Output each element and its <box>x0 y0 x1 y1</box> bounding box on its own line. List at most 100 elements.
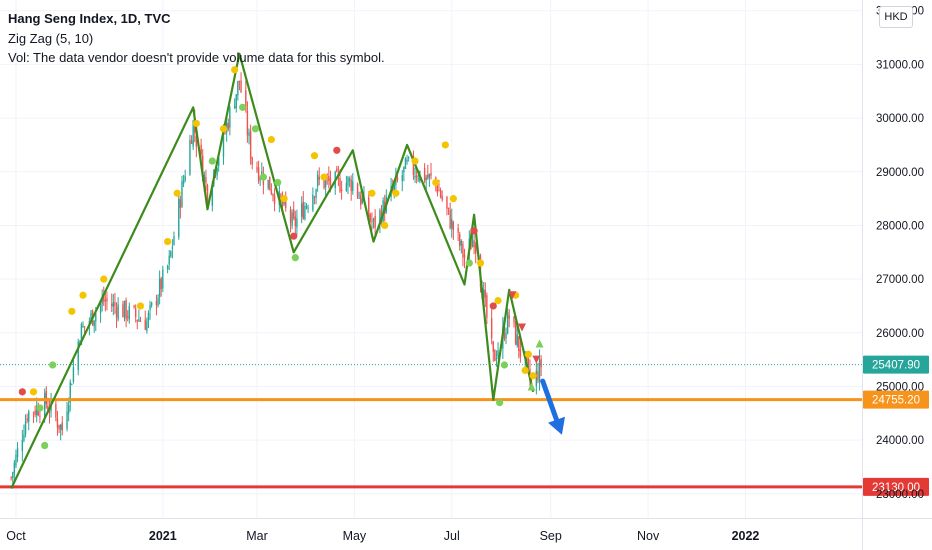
candle-body <box>446 196 448 209</box>
signal-dot-yellow <box>310 152 319 160</box>
price-axis[interactable]: 24755.2023130.0025407.9032000.0031000.00… <box>863 6 929 501</box>
candle-body <box>238 80 241 82</box>
signal-dot-yellow <box>68 307 76 315</box>
signal-triangle-down <box>508 291 517 300</box>
price-tick-label: 29000.00 <box>876 167 924 179</box>
candle-body <box>538 359 541 383</box>
horizontal-lines <box>0 364 862 489</box>
candle-body <box>291 212 293 226</box>
candle-body <box>272 194 274 197</box>
candle-body <box>503 325 506 339</box>
candle-body <box>516 334 518 347</box>
zigzag-line <box>10 52 535 489</box>
candle-body <box>246 111 249 136</box>
candle-body <box>203 174 206 182</box>
time-axis[interactable]: Oct 2021 Mar May Jul Sep Nov 2022 <box>6 529 759 543</box>
candle-body <box>425 177 427 180</box>
time-tick-label: Mar <box>246 529 268 543</box>
candle-body <box>506 312 509 334</box>
candle-body <box>459 234 461 247</box>
candle-body <box>83 326 86 328</box>
signal-dot-yellow <box>320 173 328 181</box>
candle-body <box>251 157 253 165</box>
candle-body <box>90 312 92 321</box>
candle-body <box>206 184 209 205</box>
signal-dot-yellow <box>476 259 485 267</box>
candle-body <box>270 189 273 195</box>
signal-dot-yellow <box>29 388 38 396</box>
candle-body <box>125 299 127 320</box>
candle-body <box>495 358 498 360</box>
signal-dot-yellow <box>219 125 228 133</box>
time-tick-label: 2021 <box>149 529 177 543</box>
currency-badge[interactable]: HKD <box>879 6 913 28</box>
candle-body <box>144 319 146 330</box>
signal-dot-green <box>274 178 282 187</box>
signal-triangle-down <box>517 323 526 332</box>
candle-body <box>401 175 403 182</box>
candle-body <box>195 135 198 147</box>
candle-body <box>304 206 306 219</box>
candle-body <box>69 381 71 403</box>
candle-body <box>267 179 269 189</box>
candle-body <box>257 167 260 182</box>
candle-body <box>463 254 466 259</box>
candle-body <box>128 306 130 320</box>
candle-body <box>249 130 252 159</box>
projection-arrow-layer <box>540 378 565 435</box>
signal-dot-yellow <box>392 189 400 197</box>
legend-indicator[interactable]: Zig Zag (5, 10) <box>8 30 94 46</box>
candle-body <box>451 218 453 229</box>
time-tick-label: Sep <box>540 529 562 543</box>
candle-body <box>427 174 429 179</box>
candle-body <box>430 172 432 176</box>
candle-body <box>414 175 416 178</box>
signal-dot-yellow <box>79 291 87 299</box>
candle-body <box>438 190 440 192</box>
time-tick-label: Jul <box>444 529 460 543</box>
signal-dot-yellow <box>524 350 532 358</box>
candle-body <box>28 411 30 422</box>
candle-body <box>21 439 24 451</box>
candle-body <box>356 183 359 198</box>
candle-body <box>182 180 185 184</box>
candle-body <box>45 391 47 404</box>
candle-body <box>514 321 517 345</box>
candle-body <box>158 278 161 297</box>
candle-body <box>217 158 220 167</box>
signal-dot-yellow <box>521 366 529 374</box>
candle-body <box>339 177 341 192</box>
candle-body <box>358 198 360 200</box>
last-price-label: 25407.90 <box>872 360 920 372</box>
signal-dot-red <box>489 302 497 310</box>
candle-body <box>372 218 375 221</box>
candle-body <box>484 290 486 298</box>
candle-body <box>133 305 135 308</box>
candle-body <box>305 205 308 208</box>
signal-dot-red <box>18 388 26 396</box>
candle-body <box>39 415 41 417</box>
candle-body <box>285 200 287 209</box>
candle-body <box>535 370 538 387</box>
legend-symbol[interactable]: Hang Seng Index, 1D, TVC <box>8 11 171 26</box>
candle-body <box>127 316 129 318</box>
candle-body <box>24 421 27 435</box>
candle-body <box>360 195 362 206</box>
candle-body <box>336 168 338 172</box>
candle-body <box>55 404 57 418</box>
candle-body <box>47 405 49 411</box>
candle-body <box>441 195 443 200</box>
candle-body <box>494 350 496 362</box>
candle-body <box>10 477 12 479</box>
signal-dot-yellow <box>529 372 537 380</box>
candle-body <box>473 240 475 248</box>
signal-dot-yellow <box>432 178 440 187</box>
candle-body <box>352 181 354 191</box>
signal-dot-green <box>496 398 504 407</box>
signal-dot-yellow <box>411 157 419 165</box>
candle-body <box>104 300 107 302</box>
candle-body <box>37 407 40 416</box>
candle-body <box>216 168 218 176</box>
